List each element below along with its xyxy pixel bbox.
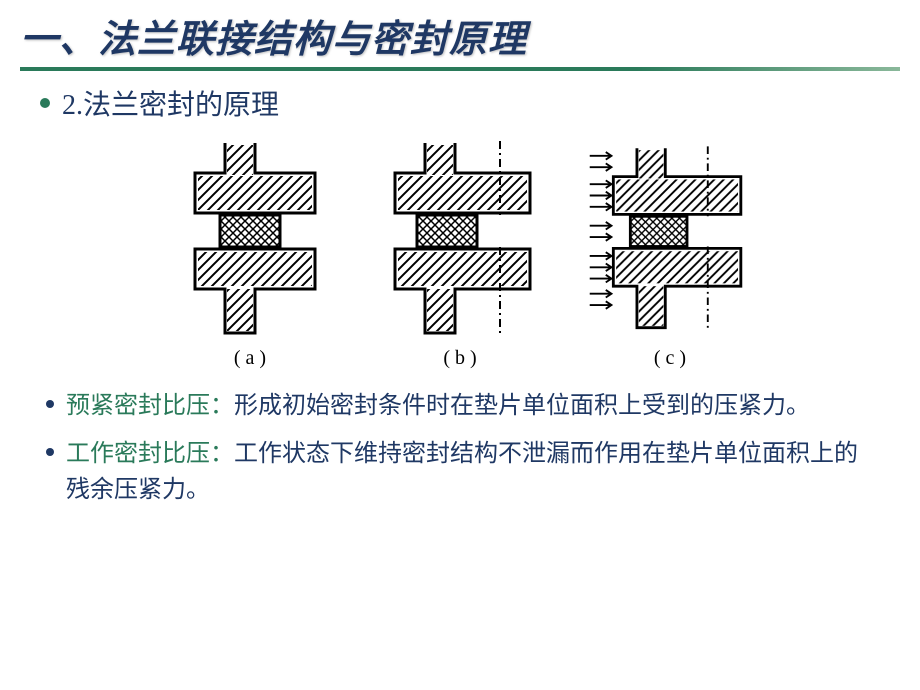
subtitle: 2.法兰密封的原理: [62, 83, 279, 123]
definition-1-text: 预紧密封比压：形成初始密封条件时在垫片单位面积上受到的压紧力。: [66, 388, 810, 424]
definition-1: 预紧密封比压：形成初始密封条件时在垫片单位面积上受到的压紧力。: [40, 388, 880, 424]
subtitle-row: 2.法兰密封的原理: [40, 83, 880, 123]
page-title: 一、法兰联接结构与密封原理: [20, 8, 900, 63]
content-area: 2.法兰密封的原理: [0, 71, 920, 508]
diagram-b-svg: [375, 133, 545, 343]
diagram-a: ( a ): [165, 133, 335, 370]
diagram-b: ( b ): [375, 133, 545, 370]
bullet-icon: [46, 448, 54, 456]
diagram-b-label: ( b ): [443, 347, 476, 370]
diagram-a-svg: [165, 133, 335, 343]
bullet-icon: [46, 400, 54, 408]
bullet-icon: [40, 98, 50, 108]
diagram-c-svg: [585, 133, 755, 343]
diagram-row: ( a ): [40, 133, 880, 370]
pressure-arrows-top: [590, 152, 612, 211]
definition-2: 工作密封比压：工作状态下维持密封结构不泄漏而作用在垫片单位面积上的残余压紧力。: [40, 436, 880, 508]
pressure-arrows-mid: [590, 222, 612, 241]
slide: 一、法兰联接结构与密封原理 2.法兰密封的原理: [0, 0, 920, 690]
diagram-c-label: ( c ): [654, 347, 686, 370]
diagram-c: ( c ): [585, 133, 755, 370]
definition-2-text: 工作密封比压：工作状态下维持密封结构不泄漏而作用在垫片单位面积上的残余压紧力。: [66, 436, 880, 508]
diagram-a-label: ( a ): [234, 347, 266, 370]
definition-1-desc: 形成初始密封条件时在垫片单位面积上受到的压紧力。: [234, 393, 810, 419]
title-region: 一、法兰联接结构与密封原理: [0, 0, 920, 71]
pressure-arrows-bottom: [590, 252, 612, 309]
definition-1-term: 预紧密封比压：: [66, 393, 234, 419]
definition-2-term: 工作密封比压：: [66, 441, 234, 467]
